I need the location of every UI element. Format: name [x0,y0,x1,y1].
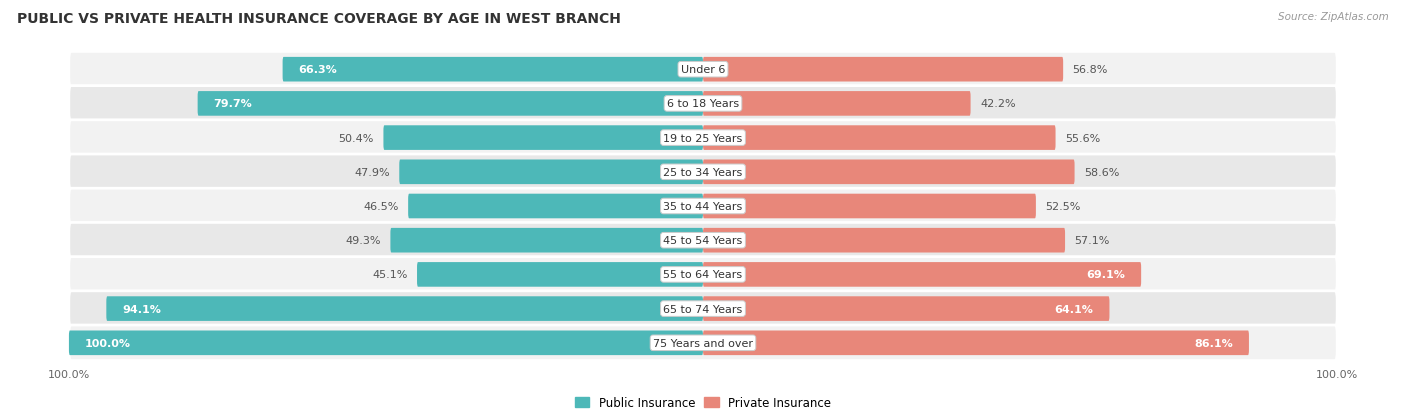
FancyBboxPatch shape [384,126,703,151]
FancyBboxPatch shape [69,331,703,355]
FancyBboxPatch shape [69,257,1337,292]
Text: 50.4%: 50.4% [339,133,374,143]
Text: 46.5%: 46.5% [363,202,399,211]
FancyBboxPatch shape [69,154,1337,190]
FancyBboxPatch shape [408,194,703,219]
Text: 86.1%: 86.1% [1194,338,1233,348]
Text: 47.9%: 47.9% [354,167,389,177]
FancyBboxPatch shape [69,121,1337,156]
FancyBboxPatch shape [198,92,703,116]
FancyBboxPatch shape [107,297,703,321]
Text: 35 to 44 Years: 35 to 44 Years [664,202,742,211]
Text: 57.1%: 57.1% [1074,236,1109,246]
FancyBboxPatch shape [283,58,703,82]
Text: 19 to 25 Years: 19 to 25 Years [664,133,742,143]
Text: 25 to 34 Years: 25 to 34 Years [664,167,742,177]
Text: 45 to 54 Years: 45 to 54 Years [664,236,742,246]
FancyBboxPatch shape [703,92,970,116]
Text: 56.8%: 56.8% [1073,65,1108,75]
FancyBboxPatch shape [703,126,1056,151]
Text: 79.7%: 79.7% [214,99,252,109]
Text: 66.3%: 66.3% [298,65,337,75]
FancyBboxPatch shape [69,86,1337,122]
Text: PUBLIC VS PRIVATE HEALTH INSURANCE COVERAGE BY AGE IN WEST BRANCH: PUBLIC VS PRIVATE HEALTH INSURANCE COVER… [17,12,620,26]
Text: 94.1%: 94.1% [122,304,162,314]
Text: 100.0%: 100.0% [84,338,131,348]
FancyBboxPatch shape [69,189,1337,224]
Text: 64.1%: 64.1% [1054,304,1094,314]
FancyBboxPatch shape [703,228,1066,253]
Legend: Public Insurance, Private Insurance: Public Insurance, Private Insurance [571,392,835,413]
FancyBboxPatch shape [703,297,1109,321]
FancyBboxPatch shape [69,223,1337,259]
FancyBboxPatch shape [703,331,1249,355]
FancyBboxPatch shape [391,228,703,253]
Text: 55.6%: 55.6% [1066,133,1101,143]
FancyBboxPatch shape [69,291,1337,327]
Text: 45.1%: 45.1% [373,270,408,280]
Text: 75 Years and over: 75 Years and over [652,338,754,348]
FancyBboxPatch shape [399,160,703,185]
Text: Under 6: Under 6 [681,65,725,75]
FancyBboxPatch shape [703,160,1074,185]
FancyBboxPatch shape [418,262,703,287]
Text: 69.1%: 69.1% [1087,270,1125,280]
FancyBboxPatch shape [69,325,1337,361]
FancyBboxPatch shape [69,52,1337,88]
Text: 52.5%: 52.5% [1046,202,1081,211]
Text: Source: ZipAtlas.com: Source: ZipAtlas.com [1278,12,1389,22]
FancyBboxPatch shape [703,58,1063,82]
Text: 49.3%: 49.3% [346,236,381,246]
FancyBboxPatch shape [703,262,1142,287]
Text: 65 to 74 Years: 65 to 74 Years [664,304,742,314]
Text: 55 to 64 Years: 55 to 64 Years [664,270,742,280]
Text: 58.6%: 58.6% [1084,167,1119,177]
FancyBboxPatch shape [703,194,1036,219]
Text: 6 to 18 Years: 6 to 18 Years [666,99,740,109]
Text: 42.2%: 42.2% [980,99,1015,109]
